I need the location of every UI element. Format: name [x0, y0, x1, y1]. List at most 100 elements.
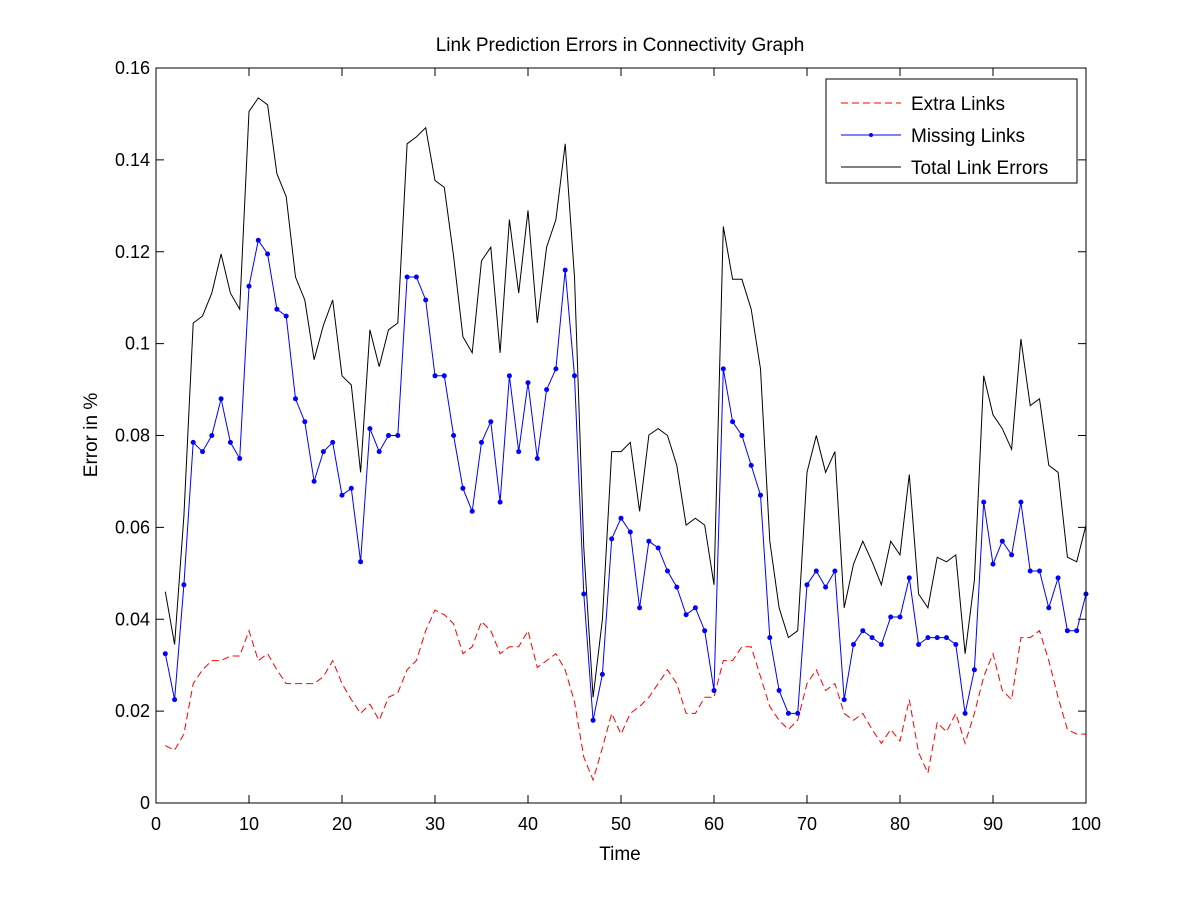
data-point — [488, 419, 494, 425]
data-point — [451, 433, 457, 438]
data-point — [860, 628, 866, 634]
data-point — [516, 449, 522, 455]
x-tick-label: 100 — [1071, 814, 1101, 834]
data-point — [711, 688, 717, 693]
data-point — [572, 373, 577, 379]
y-tick-label: 0.14 — [115, 150, 150, 170]
y-tick-label: 0.16 — [115, 58, 150, 78]
data-point — [944, 635, 949, 641]
data-point — [655, 545, 661, 551]
data-point — [460, 485, 466, 491]
data-point — [627, 529, 633, 535]
data-point — [888, 614, 894, 620]
data-point — [1027, 568, 1033, 574]
data-point — [376, 449, 382, 455]
data-point — [506, 373, 512, 379]
data-point — [758, 492, 763, 498]
y-tick-label: 0.08 — [115, 426, 150, 446]
data-point — [748, 462, 754, 468]
data-point — [367, 426, 373, 432]
y-tick-label: 0.02 — [115, 701, 150, 721]
data-point — [358, 559, 364, 565]
data-point — [618, 515, 624, 521]
data-point — [683, 612, 689, 618]
data-point — [1009, 552, 1015, 558]
x-tick-label: 0 — [151, 814, 161, 834]
x-tick-label: 70 — [797, 814, 817, 834]
data-point — [497, 499, 503, 505]
x-tick-label: 60 — [704, 814, 724, 834]
data-point — [804, 582, 810, 588]
x-tick-label: 30 — [425, 814, 445, 834]
data-point — [255, 237, 261, 243]
x-axis: 0 10 20 30 40 50 60 70 80 90 100 — [151, 68, 1101, 834]
data-point — [739, 433, 745, 438]
legend-label: Extra Links — [911, 94, 1005, 115]
data-point — [767, 635, 773, 641]
x-axis-label: Time — [599, 844, 641, 865]
data-point — [897, 614, 903, 620]
data-point — [581, 591, 587, 597]
data-point — [479, 439, 484, 445]
data-point — [311, 478, 317, 484]
data-point — [1055, 575, 1061, 581]
data-point — [841, 697, 847, 703]
data-point — [441, 373, 447, 379]
data-point — [906, 575, 912, 581]
data-point — [665, 568, 670, 574]
data-point — [562, 267, 568, 273]
data-point — [702, 628, 708, 634]
data-point — [730, 419, 736, 425]
data-point — [971, 667, 977, 673]
y-tick-label: 0.06 — [115, 517, 150, 537]
x-tick-label: 20 — [332, 814, 352, 834]
data-point — [692, 605, 698, 611]
data-point — [590, 717, 596, 723]
data-point — [813, 568, 819, 574]
data-point — [637, 605, 643, 611]
legend: Extra Links Missing Links Total Link Error… — [825, 78, 1078, 184]
data-point — [609, 536, 615, 542]
data-point — [395, 433, 401, 438]
data-point — [265, 251, 271, 257]
series-line-0 — [165, 609, 1086, 782]
legend-marker — [869, 133, 873, 137]
data-point — [283, 313, 289, 319]
data-point — [293, 396, 298, 402]
data-point — [981, 499, 987, 505]
data-point — [720, 366, 726, 372]
legend-label: Total Link Errors — [911, 158, 1048, 179]
data-point — [544, 387, 550, 393]
data-point — [953, 642, 959, 647]
data-point — [432, 373, 438, 379]
y-tick-label: 0.1 — [125, 334, 150, 354]
data-point — [925, 635, 931, 641]
x-tick-label: 50 — [611, 814, 631, 834]
legend-box — [825, 78, 1078, 184]
data-point — [916, 642, 922, 647]
data-point — [302, 419, 308, 425]
data-point — [330, 439, 336, 445]
series-line-1 — [164, 239, 1087, 721]
data-point — [274, 306, 280, 312]
series-line-2 — [164, 97, 1087, 698]
y-tick-label: 0.04 — [115, 609, 150, 629]
data-point — [869, 635, 875, 641]
data-point — [823, 584, 829, 590]
data-point — [851, 642, 856, 647]
data-point — [1018, 499, 1024, 505]
data-point — [990, 561, 996, 567]
x-tick-label: 90 — [983, 814, 1003, 834]
data-point — [469, 508, 475, 514]
x-tick-label: 80 — [890, 814, 910, 834]
data-point — [423, 297, 429, 303]
data-point — [534, 456, 540, 461]
data-point — [190, 439, 196, 445]
data-point — [1046, 605, 1052, 611]
data-point — [553, 366, 559, 372]
data-point — [209, 433, 215, 438]
data-point — [246, 283, 252, 289]
data-point — [776, 688, 782, 693]
chart-title: Link Prediction Errors in Connectivity G… — [436, 35, 805, 56]
